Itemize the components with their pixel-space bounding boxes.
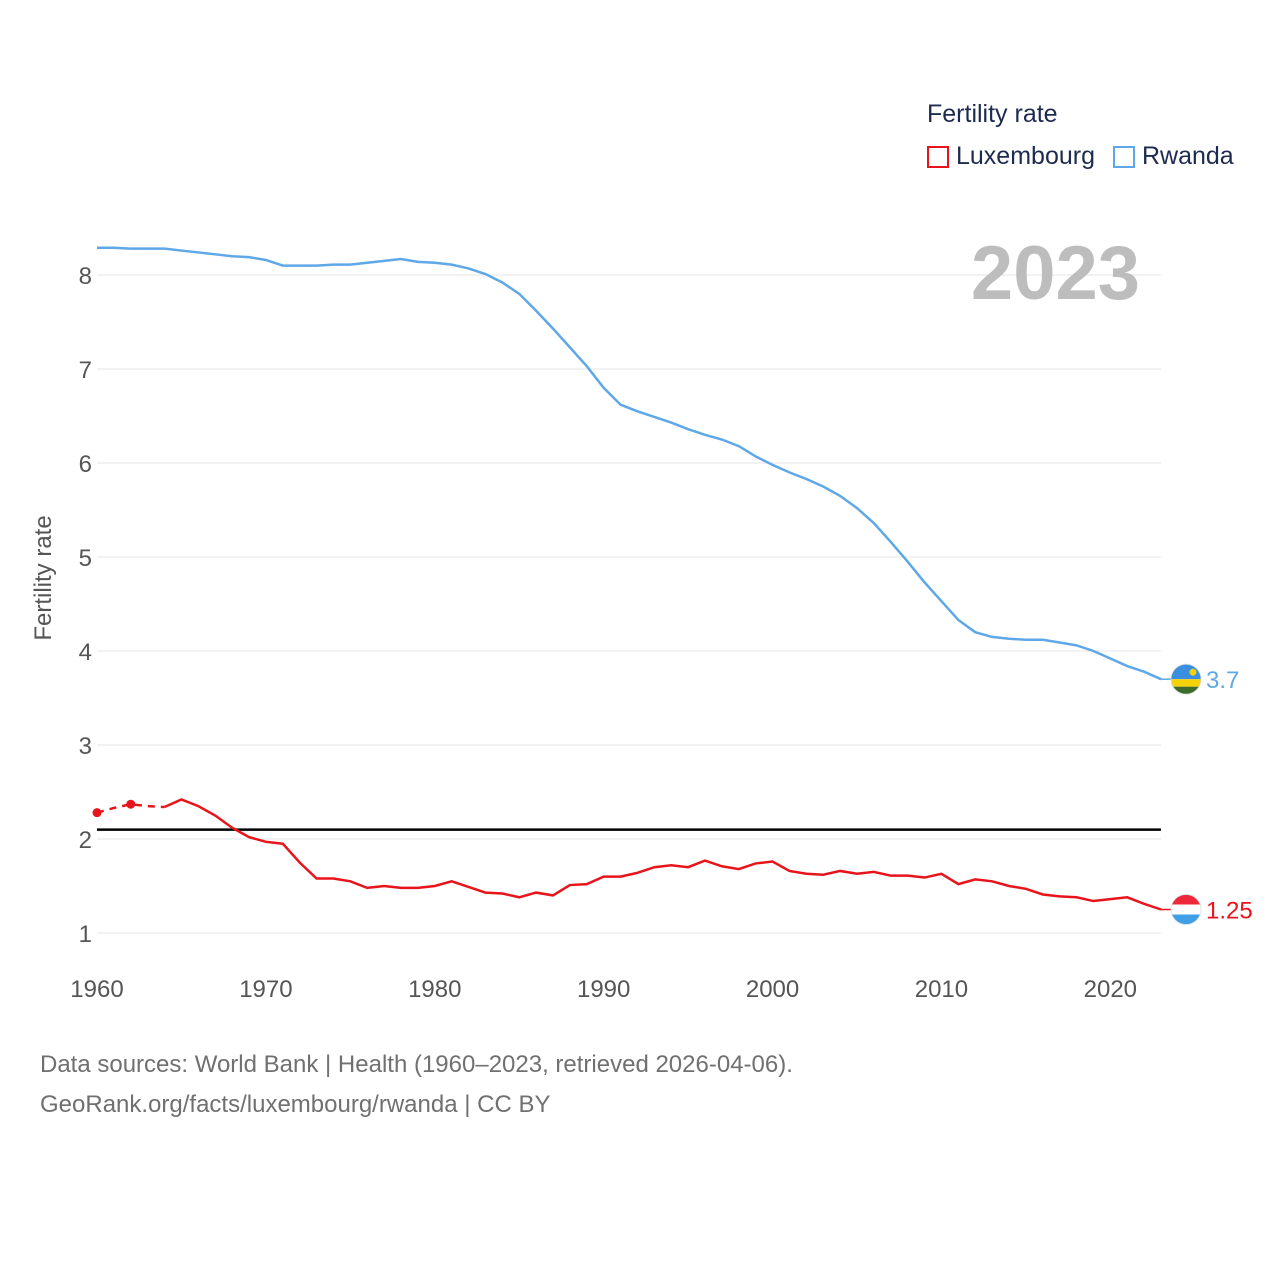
legend: Luxembourg Rwanda bbox=[927, 142, 1252, 171]
flag-stripe-green bbox=[1171, 686, 1201, 695]
end-value-label-luxembourg: 1.25 bbox=[1206, 898, 1253, 925]
x-tick-label: 2000 bbox=[746, 976, 799, 1003]
x-tick-label: 2020 bbox=[1084, 976, 1137, 1003]
luxembourg-flag-outline bbox=[1170, 894, 1202, 925]
data-point-luxembourg-1960 bbox=[92, 808, 102, 818]
rwanda-flag-icon bbox=[1171, 664, 1201, 695]
x-axis-ticks: 1960 1970 1980 1990 2000 2010 2020 bbox=[70, 976, 1137, 1003]
legend-swatch-luxembourg bbox=[927, 145, 949, 168]
x-tick-label: 2010 bbox=[915, 976, 968, 1003]
legend-label-rwanda: Rwanda bbox=[1141, 142, 1234, 170]
legend-item-luxembourg[interactable]: Luxembourg bbox=[927, 142, 1095, 171]
x-tick-label: 1970 bbox=[239, 976, 292, 1003]
y-tick-label: 1 bbox=[79, 921, 92, 948]
series-lines bbox=[92, 246, 1162, 911]
x-tick-label: 1980 bbox=[408, 976, 461, 1003]
y-tick-label: 2 bbox=[79, 827, 92, 854]
legend-swatch-rwanda bbox=[1112, 145, 1135, 168]
series-line-luxembourg-dashed bbox=[96, 802, 165, 814]
legend-item-rwanda[interactable]: Rwanda bbox=[1112, 142, 1234, 171]
flag-sun-icon bbox=[1189, 668, 1197, 676]
y-axis-ticks: 1 2 3 4 5 6 7 8 bbox=[79, 263, 92, 948]
y-tick-label: 7 bbox=[79, 357, 92, 384]
y-tick-label: 5 bbox=[79, 545, 92, 572]
y-tick-label: 4 bbox=[79, 639, 92, 666]
y-tick-label: 8 bbox=[79, 263, 92, 290]
data-point-luxembourg-1962 bbox=[126, 799, 136, 809]
end-value-label-rwanda: 3.7 bbox=[1206, 667, 1239, 694]
x-tick-label: 1990 bbox=[577, 976, 630, 1003]
flag-stripe-blue bbox=[1171, 664, 1201, 680]
y-tick-label: 3 bbox=[79, 733, 92, 760]
legend-title: Fertility rate bbox=[927, 100, 1058, 128]
flag-stripe-red bbox=[1171, 894, 1201, 905]
gridlines bbox=[97, 274, 1161, 934]
luxembourg-flag-icon bbox=[1171, 894, 1201, 925]
footer-url[interactable]: GeoRank.org/facts/luxembourg/rwanda | CC… bbox=[40, 1091, 551, 1118]
year-label: 2023 bbox=[971, 231, 1140, 316]
series-line-luxembourg bbox=[164, 798, 1162, 911]
rwanda-flag-outline bbox=[1170, 663, 1202, 695]
y-tick-label: 6 bbox=[79, 451, 92, 478]
flag-stripe-blue bbox=[1171, 914, 1201, 925]
legend-label-luxembourg: Luxembourg bbox=[956, 142, 1095, 170]
flag-stripe-yellow bbox=[1171, 679, 1201, 687]
end-markers: 1.25 3.7 bbox=[1161, 663, 1253, 925]
footer-sources: Data sources: World Bank | Health (1960–… bbox=[40, 1051, 793, 1078]
flag-stripe-white bbox=[1171, 904, 1201, 915]
x-tick-label: 1960 bbox=[70, 976, 123, 1003]
footer: Data sources: World Bank | Health (1960–… bbox=[40, 1045, 793, 1125]
y-axis-label: Fertility rate bbox=[30, 515, 57, 640]
series-line-rwanda bbox=[97, 246, 1162, 681]
